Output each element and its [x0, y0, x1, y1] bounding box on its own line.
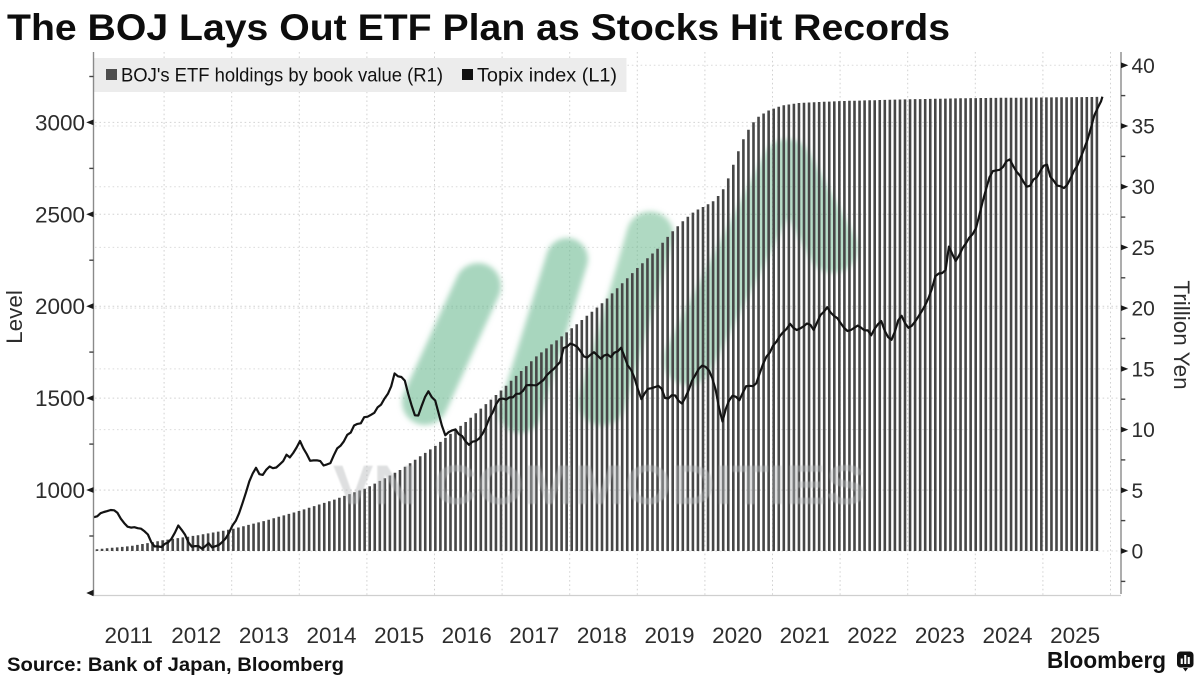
svg-text:VN COMMODITIES: VN COMMODITIES: [333, 453, 866, 516]
svg-text:2024: 2024: [982, 623, 1032, 648]
svg-text:2016: 2016: [442, 623, 492, 648]
svg-text:30: 30: [1132, 176, 1155, 199]
svg-text:40: 40: [1132, 55, 1155, 78]
svg-text:2025: 2025: [1050, 623, 1100, 648]
svg-text:Bloomberg: Bloomberg: [1047, 647, 1166, 673]
svg-text:2019: 2019: [644, 623, 694, 648]
svg-text:2021: 2021: [780, 623, 830, 648]
svg-text:Trillion Yen: Trillion Yen: [1169, 280, 1194, 389]
svg-text:1000: 1000: [35, 478, 85, 503]
svg-text:2013: 2013: [239, 623, 289, 648]
svg-text:2012: 2012: [171, 623, 221, 648]
svg-text:2500: 2500: [35, 202, 85, 227]
svg-text:20: 20: [1132, 298, 1155, 321]
svg-text:35: 35: [1132, 116, 1155, 139]
svg-text:2015: 2015: [374, 623, 424, 648]
svg-text:5: 5: [1132, 480, 1144, 503]
svg-text:1500: 1500: [35, 386, 85, 411]
svg-text:2000: 2000: [35, 294, 85, 319]
svg-text:3000: 3000: [35, 110, 85, 135]
svg-text:The BOJ Lays Out ETF Plan as S: The BOJ Lays Out ETF Plan as Stocks Hit …: [7, 6, 950, 48]
svg-text:2017: 2017: [509, 623, 559, 648]
svg-text:Source: Bank of Japan, Bloombe: Source: Bank of Japan, Bloomberg: [7, 654, 344, 676]
svg-text:2023: 2023: [915, 623, 965, 648]
svg-text:Topix index (L1): Topix index (L1): [477, 65, 617, 87]
svg-text:2018: 2018: [577, 623, 627, 648]
svg-text:BOJ's ETF holdings by book val: BOJ's ETF holdings by book value (R1): [121, 65, 443, 87]
svg-text:15: 15: [1132, 358, 1155, 381]
svg-text:Level: Level: [2, 290, 27, 344]
svg-text:0: 0: [1132, 541, 1144, 564]
svg-text:2020: 2020: [712, 623, 762, 648]
svg-text:2014: 2014: [306, 623, 356, 648]
svg-text:25: 25: [1132, 237, 1155, 260]
svg-text:2022: 2022: [847, 623, 897, 648]
svg-text:2011: 2011: [105, 623, 153, 648]
svg-text:10: 10: [1132, 419, 1155, 442]
